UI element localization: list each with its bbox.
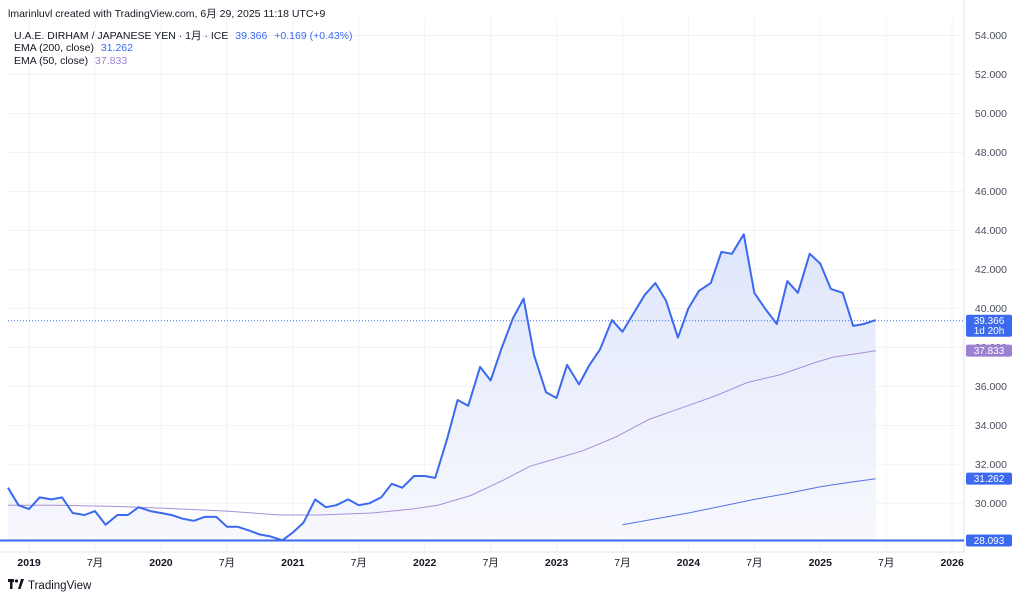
x-tick-label: 7月 xyxy=(87,557,103,569)
y-tick-label: 36.000 xyxy=(975,381,1007,393)
tradingview-logo-icon xyxy=(8,579,24,592)
legend-symbol-row[interactable]: U.A.E. DIRHAM / JAPANESE YEN · 1月 · ICE … xyxy=(14,28,353,43)
x-tick-label: 2019 xyxy=(17,557,41,569)
x-tick-label: 7月 xyxy=(351,557,367,569)
x-tick-label: 2021 xyxy=(281,557,305,569)
ema200-line xyxy=(622,478,876,526)
y-tick-label: 52.000 xyxy=(975,69,1007,81)
last-price-value: 39.366 xyxy=(235,30,268,42)
x-tick-label: 2025 xyxy=(809,557,833,569)
price-series xyxy=(7,233,877,542)
attribution-text: lmarinluvl created with TradingView.com,… xyxy=(8,8,326,20)
x-tick-label: 2023 xyxy=(545,557,569,569)
tradingview-branding[interactable]: TradingView xyxy=(8,579,91,592)
x-tick-label: 7月 xyxy=(878,557,894,569)
price-label-text: 31.262 xyxy=(974,474,1005,485)
price-label-box xyxy=(966,344,1012,357)
y-tick-label: 34.000 xyxy=(975,420,1007,432)
x-tick-label: 2026 xyxy=(940,557,964,569)
ema50-value: 37.833 xyxy=(95,55,128,67)
price-change-value: +0.169 (+0.43%) xyxy=(274,30,353,42)
price-area-fill xyxy=(8,234,876,541)
ema50-series xyxy=(8,350,876,516)
y-tick-label: 42.000 xyxy=(975,264,1007,276)
price-label-box xyxy=(966,534,1012,547)
y-tick-label: 54.000 xyxy=(975,30,1007,42)
y-tick-label: 40.000 xyxy=(975,303,1007,315)
tradingview-brand-text: TradingView xyxy=(28,579,92,592)
symbol-label: U.A.E. DIRHAM / JAPANESE YEN · 1月 · ICE xyxy=(14,30,229,42)
legend-ema200-row[interactable]: EMA (200, close) 31.262 xyxy=(14,42,133,54)
x-tick-label: 2022 xyxy=(413,557,437,569)
price-label-text: 28.093 xyxy=(974,536,1005,547)
ema200-value: 31.262 xyxy=(100,42,133,54)
ema50-line xyxy=(8,350,876,516)
price-area xyxy=(0,234,964,542)
x-tick-label: 7月 xyxy=(746,557,762,569)
ema50-label: EMA (50, close) xyxy=(14,55,89,67)
price-label-text: 37.833 xyxy=(974,346,1005,357)
x-axis[interactable]: 2019 7月 2020 7月 2021 7月 2022 7月 2023 7月 2024 7月 2025… xyxy=(17,557,964,569)
x-tick-label: 2024 xyxy=(677,557,701,569)
price-label-box xyxy=(966,472,1012,485)
legend-ema50-row[interactable]: EMA (50, close) 37.833 xyxy=(14,55,127,67)
y-tick-label: 48.000 xyxy=(975,147,1007,159)
x-tick-label: 7月 xyxy=(219,557,235,569)
y-axis[interactable]: 30.00032.00034.00036.00038.00040.00042.0… xyxy=(975,30,1007,510)
ema200-label: EMA (200, close) xyxy=(14,42,94,54)
y-tick-label: 50.000 xyxy=(975,108,1007,120)
x-tick-label: 7月 xyxy=(482,557,498,569)
price-label-box xyxy=(966,314,1012,337)
x-tick-label: 7月 xyxy=(614,557,630,569)
ema200-series xyxy=(622,478,876,526)
price-line xyxy=(7,233,877,542)
y-tick-label: 32.000 xyxy=(975,459,1007,471)
y-tick-label: 44.000 xyxy=(975,225,1007,237)
price-label-countdown: 1d 20h xyxy=(974,326,1005,337)
y-tick-label: 46.000 xyxy=(975,186,1007,198)
price-label-text: 39.366 xyxy=(974,316,1005,327)
y-tick-label: 30.000 xyxy=(975,498,1007,510)
x-tick-label: 2020 xyxy=(149,557,173,569)
